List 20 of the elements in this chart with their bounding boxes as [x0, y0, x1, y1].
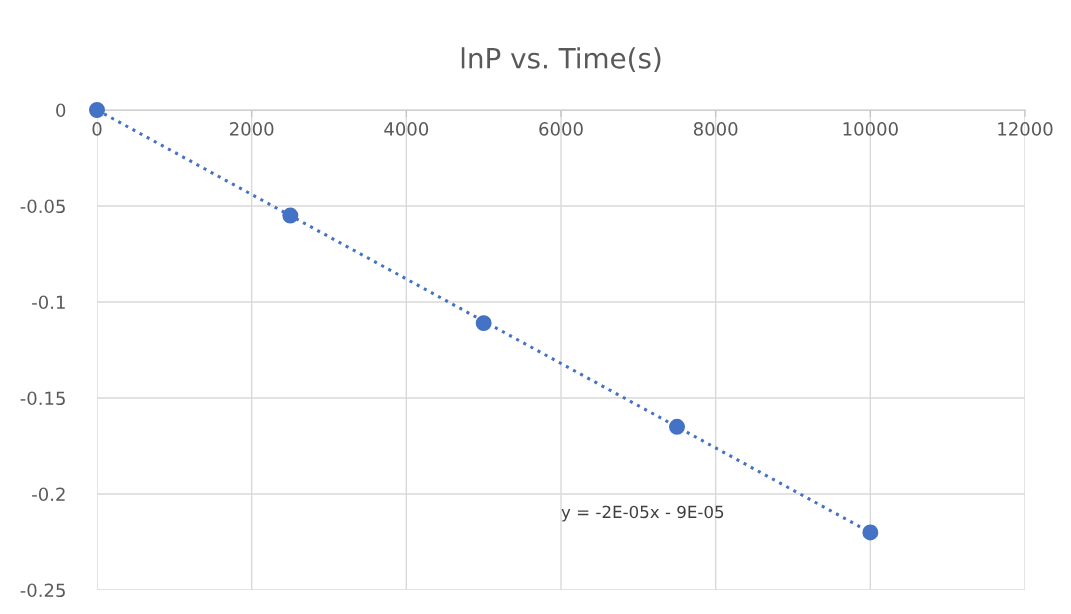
x-tick-label: 12000: [998, 122, 1053, 136]
x-tick-label: 8000: [693, 122, 738, 136]
y-tick-label: -0.15: [20, 391, 65, 406]
point: [475, 315, 492, 332]
chart-title: lnP vs. Time(s): [461, 47, 661, 72]
y-tick-label: -0.25: [20, 583, 65, 598]
y-tick-label: -0.2: [32, 487, 65, 502]
x-tick-label: 4000: [384, 122, 429, 136]
x-tick-label: 2000: [230, 122, 274, 136]
annotation: y = -2E-05x - 9E-05: [561, 505, 724, 522]
point: [89, 102, 105, 118]
x-tick-label: 6000: [539, 122, 583, 136]
x-tick-label: 10000: [843, 122, 898, 136]
y-tick-label: 0: [56, 103, 66, 118]
point: [862, 524, 879, 541]
x-tick-label: 0: [92, 122, 102, 136]
point: [282, 207, 299, 224]
point: [669, 418, 685, 435]
y-tick-label: -0.1: [32, 295, 65, 310]
y-tick-label: -0.05: [20, 199, 65, 214]
